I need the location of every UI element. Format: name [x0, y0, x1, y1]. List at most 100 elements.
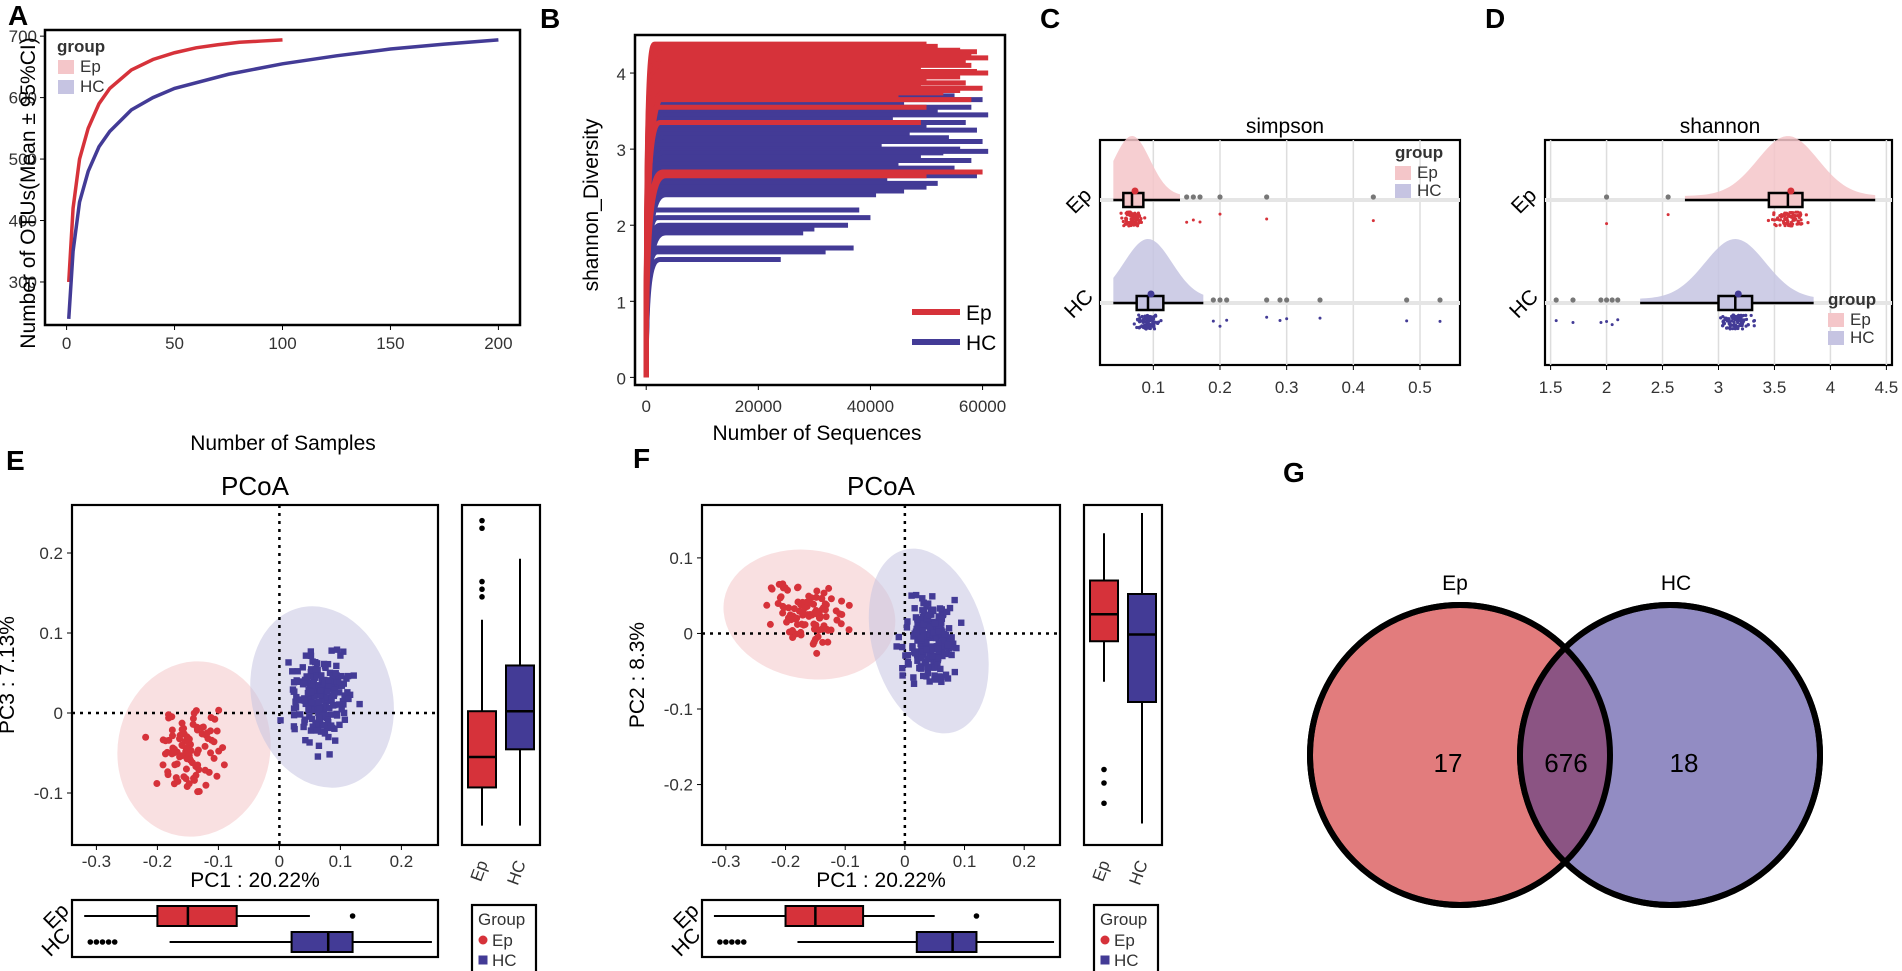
- panel-f-point-ep: [781, 584, 789, 592]
- panel-c-mean: [1147, 290, 1155, 298]
- panel-e-legend-title: Group: [478, 910, 525, 929]
- venn-label-ep: Ep: [1442, 572, 1468, 595]
- panel-c-rain-point: [1128, 212, 1132, 216]
- venn-label-hc: HC: [1661, 572, 1691, 595]
- panel-e-point-hc: [340, 709, 348, 717]
- panel-d-rain-point: [1772, 212, 1776, 217]
- panel-f-point-ep: [763, 601, 771, 609]
- panel-f-point-hc: [935, 628, 942, 635]
- panel-e-point-hc: [325, 733, 332, 741]
- panel-d-rain-point: [1752, 318, 1757, 323]
- panel-f-point-hc: [916, 664, 923, 671]
- panel-f-point-ep: [766, 620, 774, 628]
- panel-c-outlier: [1190, 194, 1196, 200]
- panel-e-point-hc: [332, 737, 339, 744]
- panel-d-rain-point: [1605, 320, 1609, 324]
- panel-f-legend-title: Group: [1100, 910, 1147, 929]
- panel-d-legend-key: [1828, 313, 1844, 327]
- panel-e-point-hc: [302, 737, 309, 744]
- panel-c-rain-point: [1152, 323, 1156, 327]
- panel-f-side-y-box-hc: [1127, 593, 1157, 703]
- panel-e-side-x-outlier: [93, 939, 100, 945]
- panel-d-xtick-label: 2.5: [1651, 378, 1675, 397]
- panel-d-rain-point: [1788, 211, 1792, 215]
- panel-d-outlier: [1598, 297, 1604, 303]
- panel-e-point-ep: [153, 779, 161, 787]
- panel-d-rain-point: [1797, 215, 1801, 219]
- venn-outline-hc: [1517, 602, 1823, 908]
- panel-f-point-hc: [919, 607, 926, 614]
- panel-b-ylabel: shannon_Diversity: [580, 118, 603, 291]
- panel-f-point-hc: [953, 644, 960, 652]
- panel-f-point-ep: [810, 609, 818, 617]
- venn-overlap: [1520, 648, 1610, 862]
- panel-c-rain-point: [1143, 216, 1147, 220]
- panel-e-point-hc: [325, 718, 332, 726]
- panel-f-point-hc: [905, 661, 912, 668]
- panel-e-point-ep: [183, 783, 191, 791]
- panel-d-rain-point: [1739, 313, 1743, 317]
- panel-c-rain-point: [1137, 326, 1141, 330]
- panel-a-xtick-label: 150: [376, 334, 404, 353]
- panel-f-point-hc: [938, 678, 945, 686]
- panel-e-point-hc: [289, 668, 296, 675]
- panel-e-point-ep: [215, 706, 223, 714]
- panel-c-rain-point: [1438, 319, 1442, 323]
- panel-a-ytick-label: 300: [9, 273, 37, 292]
- panel-f-point-hc: [937, 665, 944, 673]
- panel-e-point-hc: [306, 673, 314, 680]
- panel-a-legend-label: HC: [80, 77, 105, 96]
- panel-c-outlier: [1437, 297, 1443, 303]
- panel-e-point-hc: [307, 727, 315, 734]
- panel-e-point-ep: [213, 727, 221, 735]
- panel-f-point-hc: [948, 644, 956, 651]
- panel-d-rain-point: [1728, 327, 1732, 331]
- panel-f-point-hc: [895, 633, 902, 641]
- panel-e-point-hc: [344, 689, 351, 696]
- panel-b-legend-label: HC: [966, 332, 996, 355]
- panel-f-point-hc: [919, 648, 926, 655]
- panel-e-point-hc: [331, 690, 338, 698]
- panel-c-legend-label: Ep: [1417, 163, 1438, 182]
- panel-c-rain-point: [1132, 214, 1137, 219]
- panel-c-outlier: [1197, 194, 1203, 200]
- panel-e-side-y-box-hc: [505, 664, 535, 751]
- panel-b-xtick-label: 60000: [959, 397, 1006, 416]
- panel-d-rain-point: [1749, 313, 1753, 318]
- panel-c-title: simpson: [1246, 115, 1324, 138]
- panel-d-rain-point: [1772, 218, 1777, 222]
- panel-e-point-hc: [308, 715, 316, 723]
- panel-e-point-hc: [335, 689, 343, 696]
- panel-d-xtick-label: 1.5: [1539, 378, 1563, 397]
- panel-e-point-hc: [314, 682, 321, 689]
- panel-f-point-ep: [845, 601, 853, 609]
- panel-f-side-x-outlier: [717, 939, 723, 945]
- panel-c-rain-point: [1152, 325, 1156, 330]
- panel-e-point-hc: [299, 664, 306, 671]
- panel-d-rain-point: [1786, 223, 1791, 228]
- panel-c-rain-point: [1124, 216, 1128, 220]
- panel-f-side-x-outlier: [973, 913, 980, 919]
- panel-e-point-ep: [171, 761, 179, 769]
- panel-f-point-hc: [939, 637, 946, 644]
- panel-d-mean: [1787, 187, 1795, 195]
- panel-f-point-hc: [931, 624, 938, 631]
- panel-d-outlier: [1615, 297, 1621, 303]
- panel-e-point-hc: [308, 683, 316, 690]
- panel-c-rain-point: [1371, 219, 1375, 223]
- panel-f-point-hc: [941, 630, 948, 638]
- panel-e-point-ep: [207, 713, 215, 721]
- panel-f-point-ep: [825, 584, 833, 592]
- panel-d-outlier: [1553, 297, 1559, 303]
- panel-e-xtick-label: -0.2: [143, 852, 172, 871]
- panel-d-legend-title: group: [1828, 290, 1876, 309]
- panel-c-rain-point: [1154, 314, 1158, 318]
- panel-f-point-hc: [914, 616, 921, 623]
- panel-f-ytick-label: 0: [684, 624, 693, 643]
- panel-d-rain-point: [1793, 213, 1797, 218]
- panel-f-point-hc: [904, 618, 911, 625]
- panel-e-point-ep: [168, 726, 176, 734]
- panel-e-point-ep: [193, 749, 201, 757]
- panel-b-curve-ep: [643, 169, 983, 378]
- panel-f-point-ep: [818, 594, 826, 602]
